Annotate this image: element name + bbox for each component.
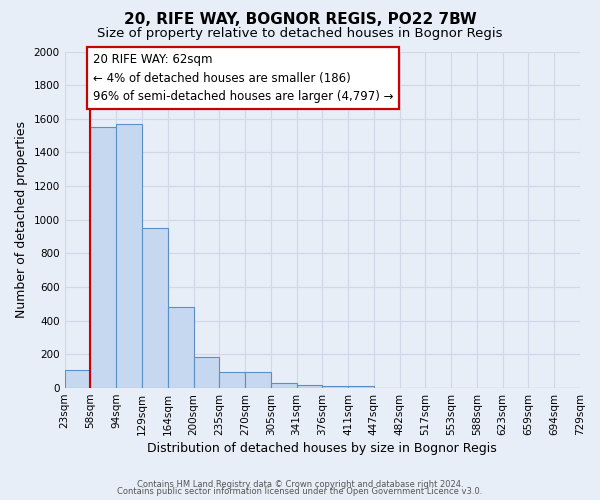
Bar — [296, 384, 322, 388]
Text: Size of property relative to detached houses in Bognor Regis: Size of property relative to detached ho… — [97, 28, 503, 40]
X-axis label: Distribution of detached houses by size in Bognor Regis: Distribution of detached houses by size … — [148, 442, 497, 455]
Bar — [271, 383, 296, 388]
Bar — [116, 124, 142, 388]
Bar — [65, 370, 91, 388]
Bar — [91, 127, 116, 388]
Bar — [348, 386, 374, 388]
Bar — [168, 308, 193, 388]
Text: Contains HM Land Registry data © Crown copyright and database right 2024.: Contains HM Land Registry data © Crown c… — [137, 480, 463, 489]
Bar — [142, 228, 168, 388]
Bar — [219, 372, 245, 388]
Bar — [245, 372, 271, 388]
Y-axis label: Number of detached properties: Number of detached properties — [15, 122, 28, 318]
Text: 20 RIFE WAY: 62sqm
← 4% of detached houses are smaller (186)
96% of semi-detache: 20 RIFE WAY: 62sqm ← 4% of detached hous… — [93, 53, 394, 103]
Text: Contains public sector information licensed under the Open Government Licence v3: Contains public sector information licen… — [118, 487, 482, 496]
Bar — [193, 357, 219, 388]
Text: 20, RIFE WAY, BOGNOR REGIS, PO22 7BW: 20, RIFE WAY, BOGNOR REGIS, PO22 7BW — [124, 12, 476, 28]
Bar — [322, 386, 348, 388]
